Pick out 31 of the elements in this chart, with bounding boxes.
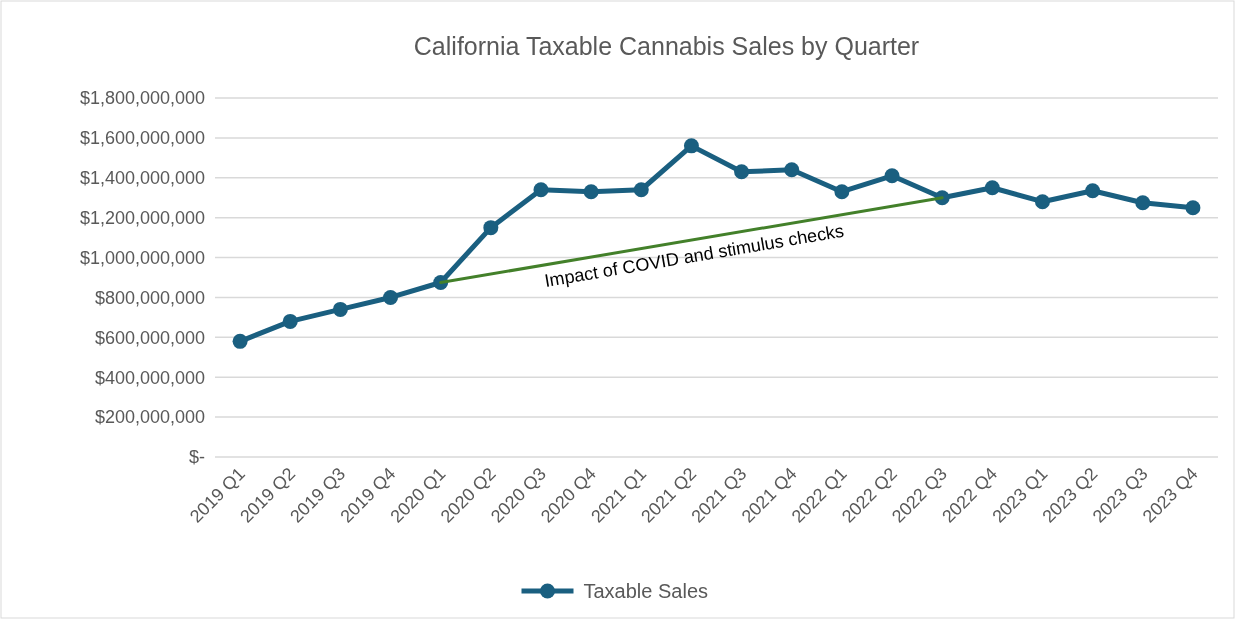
point — [383, 289, 399, 305]
point — [282, 313, 298, 329]
point — [232, 333, 248, 349]
y-tick-label: $1,800,000,000 — [79, 88, 205, 109]
y-tick-label: $400,000,000 — [94, 367, 205, 388]
y-tick-label: $1,400,000,000 — [79, 168, 205, 189]
annotation: Impact of COVID and stimulus checks — [542, 220, 846, 291]
point — [834, 184, 850, 200]
point — [633, 182, 649, 198]
y-tick-label: $600,000,000 — [94, 327, 205, 348]
point — [583, 184, 599, 200]
point — [533, 182, 549, 198]
y-tick-label: $200,000,000 — [94, 407, 205, 428]
point — [734, 164, 750, 180]
point — [1185, 200, 1201, 216]
y-tick-label: $1,200,000,000 — [79, 207, 205, 228]
point — [884, 168, 900, 184]
point — [984, 180, 1000, 196]
y-tick-label: $- — [188, 447, 205, 468]
y-tick-label: $1,600,000,000 — [79, 128, 205, 149]
legend-label: Taxable Sales — [583, 580, 709, 602]
y-tick-label: $800,000,000 — [94, 287, 205, 308]
point — [483, 220, 499, 236]
point — [1135, 195, 1151, 211]
point — [1034, 194, 1050, 210]
point — [683, 138, 699, 154]
chart-title: California Taxable Cannabis Sales by Quarter — [413, 32, 920, 60]
y-tick-label: $1,000,000,000 — [79, 247, 205, 268]
point — [784, 162, 800, 178]
point — [332, 301, 348, 317]
point — [1085, 183, 1101, 199]
